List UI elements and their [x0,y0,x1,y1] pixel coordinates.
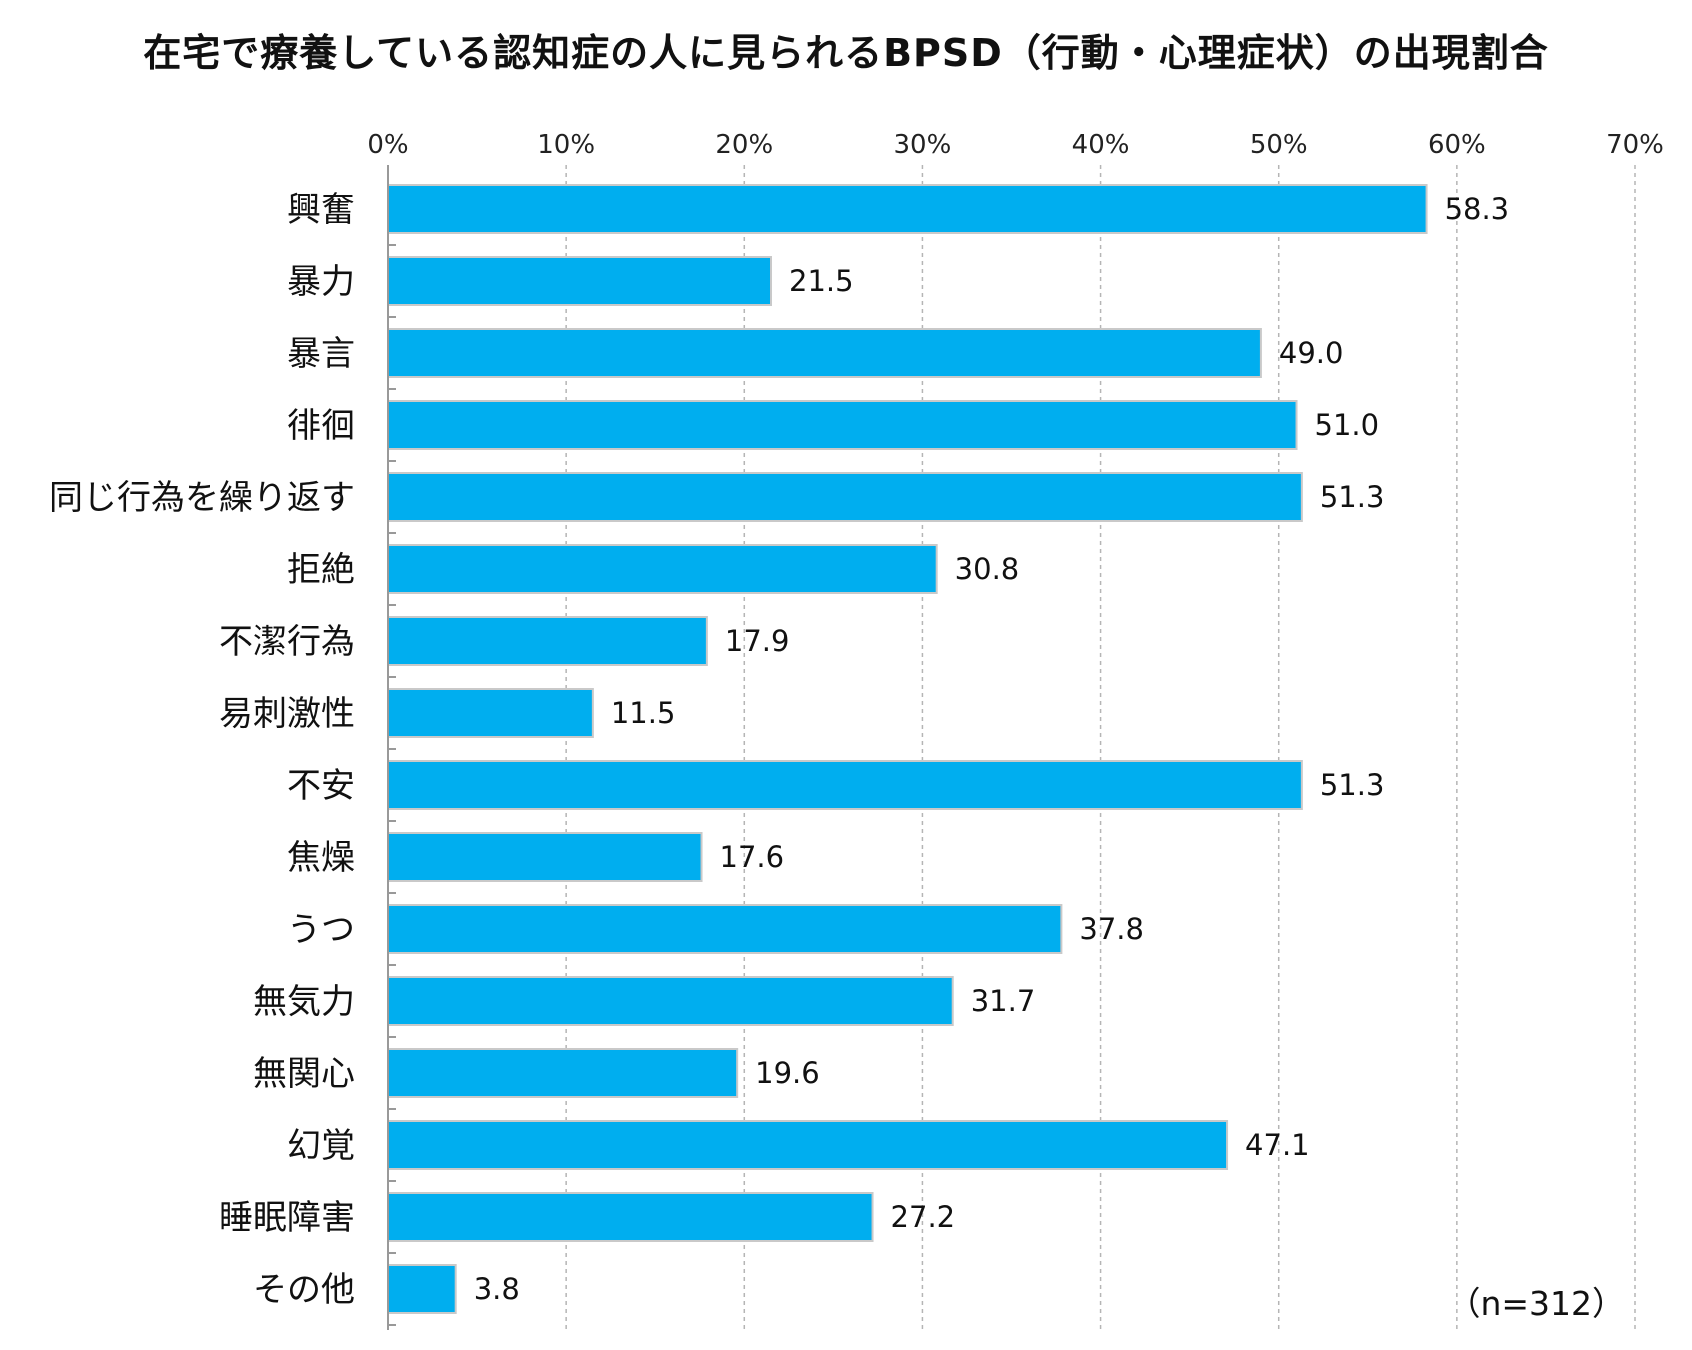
category-label: 不潔行為 [219,622,355,662]
x-tick-label: 70% [1606,130,1664,160]
bar [387,544,938,594]
bar [387,184,1428,234]
x-tick-label: 50% [1250,130,1308,160]
category-label: 睡眠障害 [219,1198,355,1238]
bar [387,688,594,738]
category-label: その他 [253,1270,355,1310]
data-label: 3.8 [474,1272,520,1306]
category-label: 暴言 [287,334,355,374]
data-label: 21.5 [789,264,854,298]
x-tick-label: 30% [894,130,952,160]
data-label: 19.6 [755,1056,820,1090]
data-label: 31.7 [971,984,1036,1018]
data-label: 49.0 [1279,336,1344,370]
category-label: 幻覚 [287,1126,355,1166]
sample-size-note: （n=312） [1447,1284,1625,1323]
category-label: 不安 [287,766,355,806]
data-label: 17.6 [720,840,785,874]
data-label: 51.3 [1320,768,1385,802]
category-label: うつ [287,910,355,950]
category-label: 興奮 [287,190,355,230]
category-label: 同じ行為を繰り返す [49,478,355,518]
bar [387,1192,874,1242]
category-label: 暴力 [287,262,355,302]
x-tick-label: 10% [537,130,595,160]
bar [387,328,1262,378]
data-label: 58.3 [1445,192,1510,226]
data-label: 51.3 [1320,480,1385,514]
data-labels: 58.3 21.5 49.0 51.0 51.3 30.8 17.9 11.5 51.3 17.6… [474,192,1509,1306]
x-tick-label: 20% [715,130,773,160]
category-labels: 興奮暴力暴言徘徊同じ行為を繰り返す拒絶不潔行為易刺激性不安焦燥うつ無気力無関心幻… [49,190,355,1310]
data-label: 11.5 [611,696,676,730]
x-tick-label: 0% [367,130,408,160]
bar [387,760,1303,810]
category-label: 易刺激性 [219,694,355,734]
data-label: 47.1 [1245,1128,1310,1162]
category-label: 徘徊 [287,406,355,446]
bar [387,616,708,666]
data-label: 17.9 [725,624,790,658]
bar [387,1264,457,1314]
data-label: 30.8 [955,552,1020,586]
bar [387,1120,1229,1170]
bar [387,400,1298,450]
bar [387,832,703,882]
bar [387,1048,739,1098]
data-label: 27.2 [891,1200,956,1234]
category-label: 拒絶 [287,550,355,590]
data-label: 51.0 [1315,408,1380,442]
bar [387,256,773,306]
category-label: 焦燥 [287,838,355,878]
bar [387,976,954,1026]
x-tick-label: 40% [1072,130,1130,160]
x-tick-label: 60% [1428,130,1486,160]
bar [387,472,1303,522]
x-axis-ticks: 0% 10% 20% 30% 40% 50% 60% 70% [367,130,1664,160]
data-label: 37.8 [1079,912,1144,946]
chart-title: 在宅で療養している認知症の人に見られるBPSD（行動・心理症状）の出現割合 [143,31,1549,75]
bar [387,904,1063,954]
category-label: 無関心 [253,1054,355,1094]
category-label: 無気力 [253,982,355,1022]
